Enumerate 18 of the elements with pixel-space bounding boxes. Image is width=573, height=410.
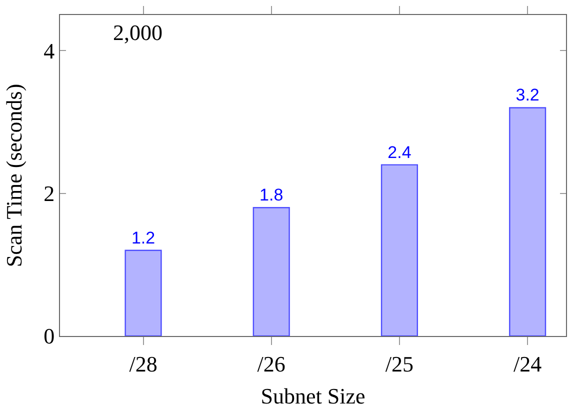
x-tick-label: /24	[514, 351, 542, 376]
x-tick-label: /25	[385, 351, 414, 376]
x-tick-label: /26	[257, 351, 286, 376]
y-axis-title: Scan Time (seconds)	[1, 84, 26, 268]
data-label: 1.8	[260, 186, 284, 205]
y-tick-label: 4	[44, 38, 55, 64]
y-tick-label: 2	[44, 181, 55, 206]
bar	[380, 164, 418, 336]
bar	[124, 250, 162, 336]
data-label: 3.2	[516, 86, 540, 105]
x-axis-title: Subnet Size	[260, 383, 366, 408]
y-tick-label: 0	[44, 324, 55, 349]
data-label: 2.4	[388, 142, 412, 162]
x-tick-label: /28	[129, 351, 158, 376]
data-label: 1.2	[131, 228, 156, 248]
bar	[509, 107, 546, 336]
bar	[252, 207, 290, 336]
annotation: 2,000	[113, 20, 162, 45]
